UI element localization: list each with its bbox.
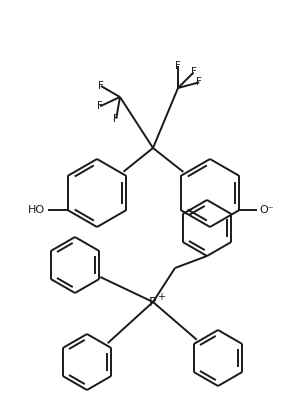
Text: HO: HO xyxy=(27,205,45,215)
Text: F: F xyxy=(191,67,196,78)
Text: F: F xyxy=(97,101,103,111)
Text: F: F xyxy=(113,114,119,124)
Text: P: P xyxy=(149,295,157,308)
Text: F: F xyxy=(196,77,202,87)
Text: F: F xyxy=(98,81,104,91)
Text: O⁻: O⁻ xyxy=(259,205,274,215)
Text: +: + xyxy=(157,292,165,302)
Text: F: F xyxy=(175,61,181,71)
